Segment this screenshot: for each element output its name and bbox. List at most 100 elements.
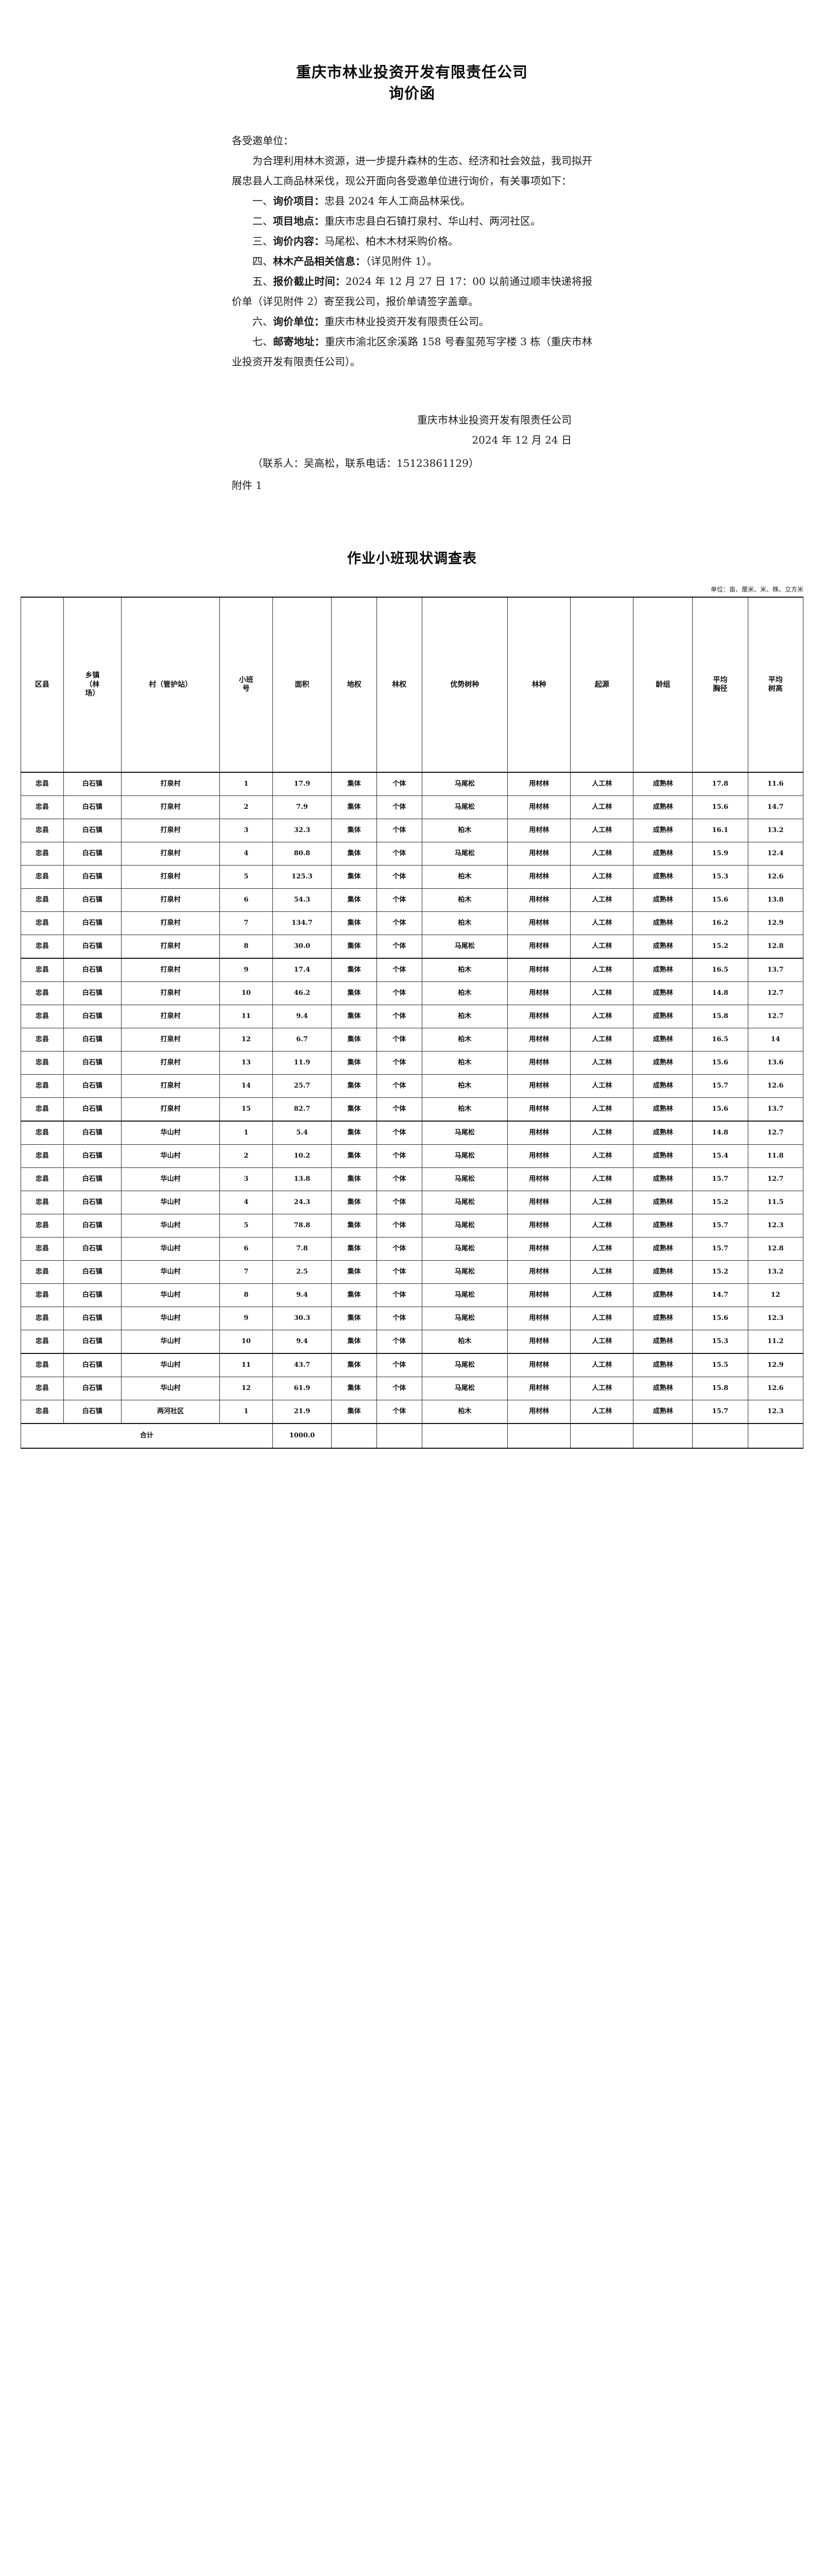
cell-r8-c12: 13.7 xyxy=(747,958,804,982)
cell-r21-c7: 马尾松 xyxy=(421,1260,508,1284)
total-empty-c6 xyxy=(376,1423,422,1449)
cell-r20-c0: 忠县 xyxy=(21,1237,64,1261)
cell-r19-c6: 个体 xyxy=(376,1214,422,1238)
cell-r2-c6: 个体 xyxy=(376,819,422,843)
cell-r5-c6: 个体 xyxy=(376,888,422,912)
cell-r23-c5: 集体 xyxy=(331,1307,377,1331)
column-header-12: 平均 树高 xyxy=(747,597,804,773)
cell-r11-c11: 16.5 xyxy=(692,1028,748,1052)
cell-r4-c3: 5 xyxy=(219,865,273,889)
table-row: 忠县 白石镇 打泉村 6 54.3 集体 个体 柏木 用材林 人工林 成熟林 15.6 13.8 xyxy=(21,888,804,912)
cell-r27-c11: 15.7 xyxy=(692,1400,748,1424)
cell-r3-c3: 4 xyxy=(219,842,273,866)
column-header-label: 平均 树高 xyxy=(768,675,783,693)
cell-r27-c5: 集体 xyxy=(331,1400,377,1424)
item-6: 六、询价单位：重庆市林业投资开发有限责任公司。 xyxy=(232,312,592,332)
cell-r4-c5: 集体 xyxy=(331,865,377,889)
cell-r11-c4: 6.7 xyxy=(272,1028,332,1052)
table-row: 忠县 白石镇 打泉村 9 17.4 集体 个体 柏木 用材林 人工林 成熟林 16.5 13.7 xyxy=(21,958,804,982)
cell-r23-c1: 白石镇 xyxy=(63,1307,122,1331)
cell-r13-c10: 成熟林 xyxy=(633,1074,693,1098)
cell-r21-c10: 成熟林 xyxy=(633,1260,693,1284)
cell-r6-c12: 12.9 xyxy=(747,911,804,936)
item-2-number: 二、 xyxy=(252,215,273,228)
column-header-label: 起源 xyxy=(594,680,609,689)
inquiry-letter: 重庆市林业投资开发有限责任公司 询价函 各受邀单位： 为合理利用林木资源，进一步… xyxy=(0,0,824,496)
cell-r8-c6: 个体 xyxy=(376,958,422,982)
column-header-label: 村（管护站） xyxy=(149,680,193,689)
cell-r7-c3: 8 xyxy=(219,935,273,959)
column-header-11: 平均 胸径 xyxy=(692,597,748,773)
item-7-text: 重庆市渝北区余溪路 158 号春玺苑写字楼 3 栋（重庆市林业投资开发有限责任公… xyxy=(232,335,593,368)
cell-r17-c9: 人工林 xyxy=(570,1167,634,1192)
cell-r15-c9: 人工林 xyxy=(570,1121,634,1145)
cell-r17-c6: 个体 xyxy=(376,1167,422,1192)
cell-r3-c12: 12.4 xyxy=(747,842,804,866)
cell-r9-c8: 用材林 xyxy=(507,981,571,1006)
total-empty-c12 xyxy=(747,1423,804,1449)
cell-r17-c0: 忠县 xyxy=(21,1167,64,1192)
cell-r8-c2: 打泉村 xyxy=(121,958,220,982)
cell-r21-c4: 2.5 xyxy=(272,1260,332,1284)
cell-r8-c5: 集体 xyxy=(331,958,377,982)
cell-r7-c12: 12.8 xyxy=(747,935,804,959)
cell-r9-c1: 白石镇 xyxy=(63,981,122,1006)
cell-r14-c9: 人工林 xyxy=(570,1097,634,1122)
cell-r2-c0: 忠县 xyxy=(21,819,64,843)
cell-r12-c8: 用材林 xyxy=(507,1051,571,1075)
cell-r9-c12: 12.7 xyxy=(747,981,804,1006)
cell-r10-c0: 忠县 xyxy=(21,1005,64,1029)
cell-r12-c12: 13.6 xyxy=(747,1051,804,1075)
column-header-10: 龄组 xyxy=(633,597,693,773)
cell-r11-c8: 用材林 xyxy=(507,1028,571,1052)
cell-r7-c0: 忠县 xyxy=(21,935,64,959)
cell-r12-c1: 白石镇 xyxy=(63,1051,122,1075)
cell-r17-c5: 集体 xyxy=(331,1167,377,1192)
cell-r2-c9: 人工林 xyxy=(570,819,634,843)
cell-r23-c0: 忠县 xyxy=(21,1307,64,1331)
cell-r20-c4: 7.8 xyxy=(272,1237,332,1261)
cell-r7-c8: 用材林 xyxy=(507,935,571,959)
column-header-label: 优势树种 xyxy=(450,680,479,689)
cell-r8-c11: 16.5 xyxy=(692,958,748,982)
column-header-label: 龄组 xyxy=(656,680,671,689)
cell-r6-c2: 打泉村 xyxy=(121,911,220,936)
cell-r18-c3: 4 xyxy=(219,1191,273,1215)
cell-r27-c2: 两河社区 xyxy=(121,1400,220,1424)
table-row: 忠县 白石镇 打泉村 15 82.7 集体 个体 柏木 用材林 人工林 成熟林 15.6 13.7 xyxy=(21,1097,804,1122)
table-row: 忠县 白石镇 打泉村 14 25.7 集体 个体 柏木 用材林 人工林 成熟林 15.7 12.6 xyxy=(21,1074,804,1098)
total-empty-c5 xyxy=(331,1423,377,1449)
cell-r10-c3: 11 xyxy=(219,1005,273,1029)
cell-r17-c8: 用材林 xyxy=(507,1167,571,1192)
cell-r2-c2: 打泉村 xyxy=(121,819,220,843)
cell-r2-c8: 用材林 xyxy=(507,819,571,843)
item-7-label: 邮寄地址： xyxy=(273,335,325,348)
cell-r16-c3: 2 xyxy=(219,1144,273,1168)
cell-r16-c10: 成熟林 xyxy=(633,1144,693,1168)
cell-r0-c3: 1 xyxy=(219,772,273,796)
table-row: 忠县 白石镇 华山村 1 5.4 集体 个体 马尾松 用材林 人工林 成熟林 14.8 12.7 xyxy=(21,1121,804,1145)
cell-r18-c9: 人工林 xyxy=(570,1191,634,1215)
cell-r7-c11: 15.2 xyxy=(692,935,748,959)
cell-r4-c10: 成熟林 xyxy=(633,865,693,889)
table-row: 忠县 白石镇 打泉村 11 9.4 集体 个体 柏木 用材林 人工林 成熟林 15.8 12.7 xyxy=(21,1005,804,1029)
cell-r0-c5: 集体 xyxy=(331,772,377,796)
cell-r16-c1: 白石镇 xyxy=(63,1144,122,1168)
cell-r18-c11: 15.2 xyxy=(692,1191,748,1215)
total-empty-c9 xyxy=(570,1423,634,1449)
table-row: 忠县 白石镇 打泉村 1 17.9 集体 个体 马尾松 用材林 人工林 成熟林 17.8 11.6 xyxy=(21,772,804,796)
cell-r23-c2: 华山村 xyxy=(121,1307,220,1331)
cell-r9-c10: 成熟林 xyxy=(633,981,693,1006)
cell-r3-c8: 用材林 xyxy=(507,842,571,866)
cell-r6-c4: 134.7 xyxy=(272,911,332,936)
item-5-text: 2024 年 12 月 27 日 17：00 以前通过顺丰快递将报价单（详见附件… xyxy=(232,275,592,308)
cell-r8-c7: 柏木 xyxy=(421,958,508,982)
cell-r27-c8: 用材林 xyxy=(507,1400,571,1424)
cell-r24-c9: 人工林 xyxy=(570,1330,634,1354)
item-2: 二、项目地点：重庆市忠县白石镇打泉村、华山村、两河社区。 xyxy=(232,211,592,231)
cell-r26-c0: 忠县 xyxy=(21,1377,64,1401)
cell-r18-c6: 个体 xyxy=(376,1191,422,1215)
cell-r4-c9: 人工林 xyxy=(570,865,634,889)
column-header-9: 起源 xyxy=(570,597,634,773)
